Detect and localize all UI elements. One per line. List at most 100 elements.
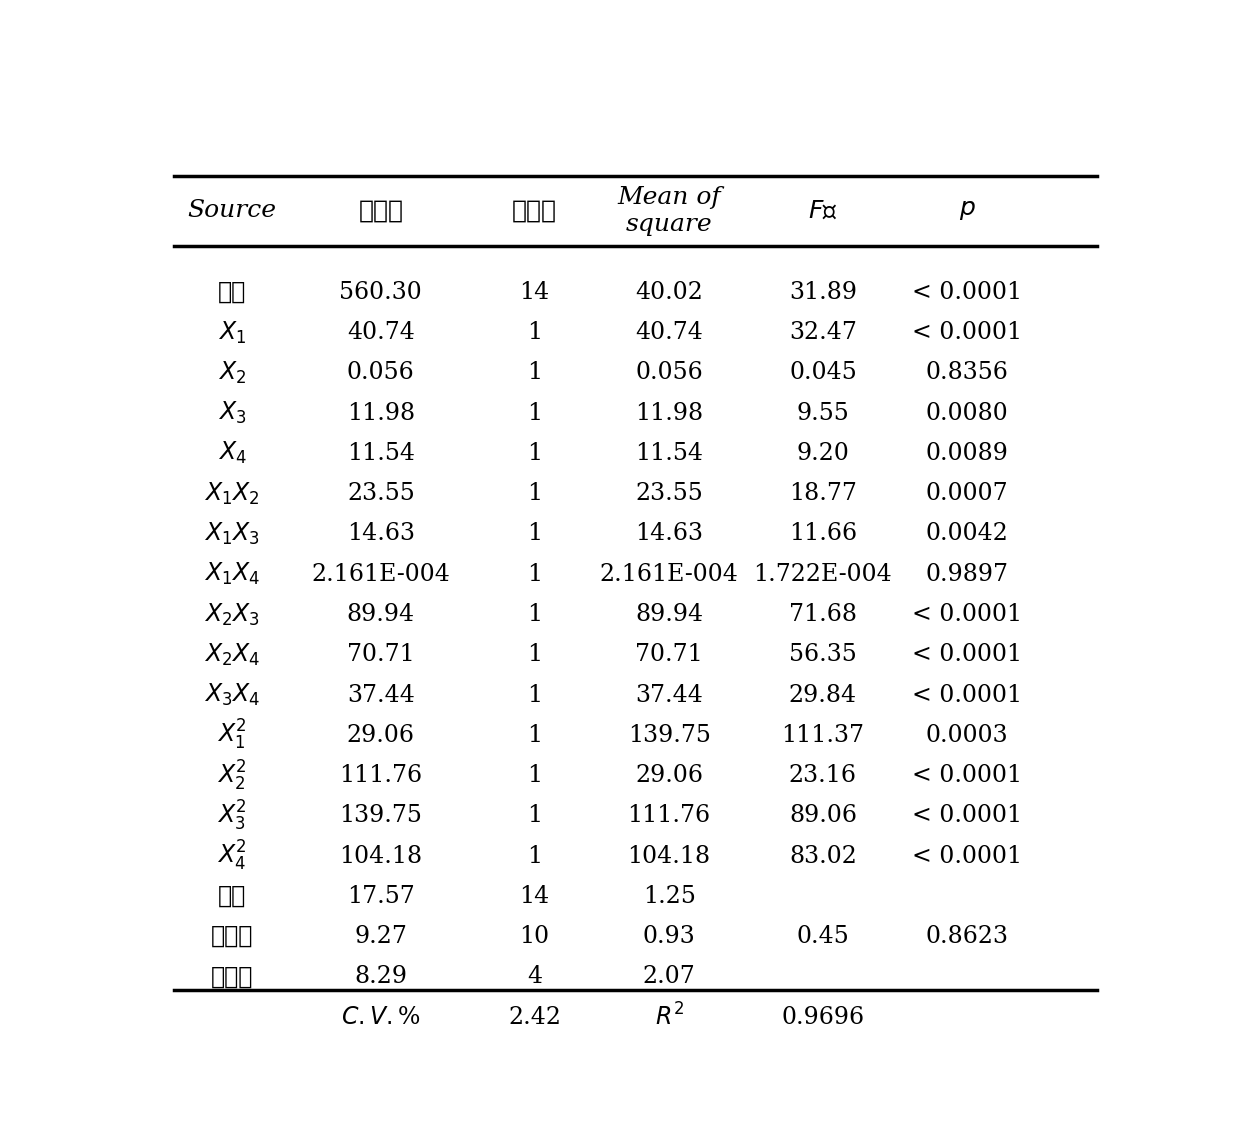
Text: $X_3$: $X_3$ xyxy=(218,400,246,426)
Text: 40.74: 40.74 xyxy=(635,321,703,345)
Text: 10: 10 xyxy=(520,926,549,948)
Text: 模型: 模型 xyxy=(218,281,246,304)
Text: 1: 1 xyxy=(527,644,542,666)
Text: 14: 14 xyxy=(520,281,549,304)
Text: 1: 1 xyxy=(527,522,542,546)
Text: $X_4^2$: $X_4^2$ xyxy=(217,839,247,873)
Text: $X_2X_3$: $X_2X_3$ xyxy=(205,601,259,628)
Text: 29.06: 29.06 xyxy=(635,764,703,787)
Text: 1: 1 xyxy=(527,563,542,586)
Text: $X_2$: $X_2$ xyxy=(218,359,246,385)
Text: 1: 1 xyxy=(527,482,542,505)
Text: 平方和: 平方和 xyxy=(358,199,403,223)
Text: 14.63: 14.63 xyxy=(635,522,703,546)
Text: 0.0003: 0.0003 xyxy=(926,724,1008,747)
Text: 111.37: 111.37 xyxy=(781,724,864,747)
Text: 1.722E-004: 1.722E-004 xyxy=(754,563,893,586)
Text: 83.02: 83.02 xyxy=(789,845,857,868)
Text: $X_3X_4$: $X_3X_4$ xyxy=(203,682,260,708)
Text: 111.76: 111.76 xyxy=(340,764,423,787)
Text: 89.94: 89.94 xyxy=(347,603,415,626)
Text: 11.66: 11.66 xyxy=(789,522,857,546)
Text: 1: 1 xyxy=(527,845,542,868)
Text: < 0.0001: < 0.0001 xyxy=(911,644,1022,666)
Text: 1: 1 xyxy=(527,764,542,787)
Text: 18.77: 18.77 xyxy=(789,482,857,505)
Text: 11.54: 11.54 xyxy=(347,442,415,465)
Text: 失拟项: 失拟项 xyxy=(211,926,253,948)
Text: 2.07: 2.07 xyxy=(642,965,696,988)
Text: 0.0089: 0.0089 xyxy=(925,442,1008,465)
Text: 1: 1 xyxy=(527,603,542,626)
Text: 32.47: 32.47 xyxy=(789,321,857,345)
Text: 11.98: 11.98 xyxy=(635,401,703,424)
Text: $X_3^2$: $X_3^2$ xyxy=(217,798,247,833)
Text: $X_4$: $X_4$ xyxy=(217,440,247,466)
Text: 111.76: 111.76 xyxy=(627,804,711,828)
Text: 0.0042: 0.0042 xyxy=(925,522,1008,546)
Text: 2.161E-004: 2.161E-004 xyxy=(600,563,739,586)
Text: 4: 4 xyxy=(527,965,542,988)
Text: $\mathit{F}$値: $\mathit{F}$値 xyxy=(808,199,837,223)
Text: 104.18: 104.18 xyxy=(627,845,711,868)
Text: 纯误差: 纯误差 xyxy=(211,965,253,988)
Text: 17.57: 17.57 xyxy=(347,885,414,907)
Text: 0.8623: 0.8623 xyxy=(925,926,1008,948)
Text: 40.74: 40.74 xyxy=(347,321,414,345)
Text: 23.55: 23.55 xyxy=(347,482,414,505)
Text: $X_2X_4$: $X_2X_4$ xyxy=(203,641,260,667)
Text: 0.0080: 0.0080 xyxy=(926,401,1008,424)
Text: < 0.0001: < 0.0001 xyxy=(911,683,1022,706)
Text: $X_2^2$: $X_2^2$ xyxy=(217,758,247,792)
Text: 0.056: 0.056 xyxy=(347,362,414,384)
Text: 9.20: 9.20 xyxy=(796,442,849,465)
Text: $X_1X_4$: $X_1X_4$ xyxy=(203,561,260,588)
Text: 自由度: 自由度 xyxy=(512,199,557,223)
Text: 11.98: 11.98 xyxy=(347,401,415,424)
Text: 29.84: 29.84 xyxy=(789,683,857,706)
Text: 0.9696: 0.9696 xyxy=(781,1006,864,1029)
Text: $C.V.$%: $C.V.$% xyxy=(341,1006,420,1029)
Text: 2.42: 2.42 xyxy=(508,1006,560,1029)
Text: 139.75: 139.75 xyxy=(627,724,711,747)
Text: < 0.0001: < 0.0001 xyxy=(911,845,1022,868)
Text: 2.161E-004: 2.161E-004 xyxy=(311,563,450,586)
Text: 71.68: 71.68 xyxy=(789,603,857,626)
Text: < 0.0001: < 0.0001 xyxy=(911,321,1022,345)
Text: 0.0007: 0.0007 xyxy=(926,482,1008,505)
Text: $X_1X_3$: $X_1X_3$ xyxy=(205,521,259,547)
Text: 9.55: 9.55 xyxy=(796,401,849,424)
Text: < 0.0001: < 0.0001 xyxy=(911,764,1022,787)
Text: 8.29: 8.29 xyxy=(355,965,407,988)
Text: $p$: $p$ xyxy=(959,199,976,223)
Text: 1: 1 xyxy=(527,804,542,828)
Text: 1.25: 1.25 xyxy=(642,885,696,907)
Text: 139.75: 139.75 xyxy=(340,804,423,828)
Text: 0.9897: 0.9897 xyxy=(925,563,1008,586)
Text: 0.45: 0.45 xyxy=(796,926,849,948)
Text: 14.63: 14.63 xyxy=(347,522,415,546)
Text: 104.18: 104.18 xyxy=(340,845,423,868)
Text: 23.16: 23.16 xyxy=(789,764,857,787)
Text: 14: 14 xyxy=(520,885,549,907)
Text: 11.54: 11.54 xyxy=(635,442,703,465)
Text: $X_1$: $X_1$ xyxy=(218,319,246,346)
Text: $X_1^2$: $X_1^2$ xyxy=(217,719,247,753)
Text: 23.55: 23.55 xyxy=(635,482,703,505)
Text: 余项: 余项 xyxy=(218,885,246,907)
Text: 0.8356: 0.8356 xyxy=(925,362,1008,384)
Text: $R^2$: $R^2$ xyxy=(655,1004,683,1031)
Text: 1: 1 xyxy=(527,724,542,747)
Text: 0.045: 0.045 xyxy=(789,362,857,384)
Text: 1: 1 xyxy=(527,321,542,345)
Text: Source: Source xyxy=(187,199,277,223)
Text: 9.27: 9.27 xyxy=(355,926,407,948)
Text: 37.44: 37.44 xyxy=(635,683,703,706)
Text: < 0.0001: < 0.0001 xyxy=(911,603,1022,626)
Text: 1: 1 xyxy=(527,442,542,465)
Text: 89.06: 89.06 xyxy=(789,804,857,828)
Text: 56.35: 56.35 xyxy=(789,644,857,666)
Text: 1: 1 xyxy=(527,683,542,706)
Text: 37.44: 37.44 xyxy=(347,683,414,706)
Text: $X_1X_2$: $X_1X_2$ xyxy=(205,481,259,507)
